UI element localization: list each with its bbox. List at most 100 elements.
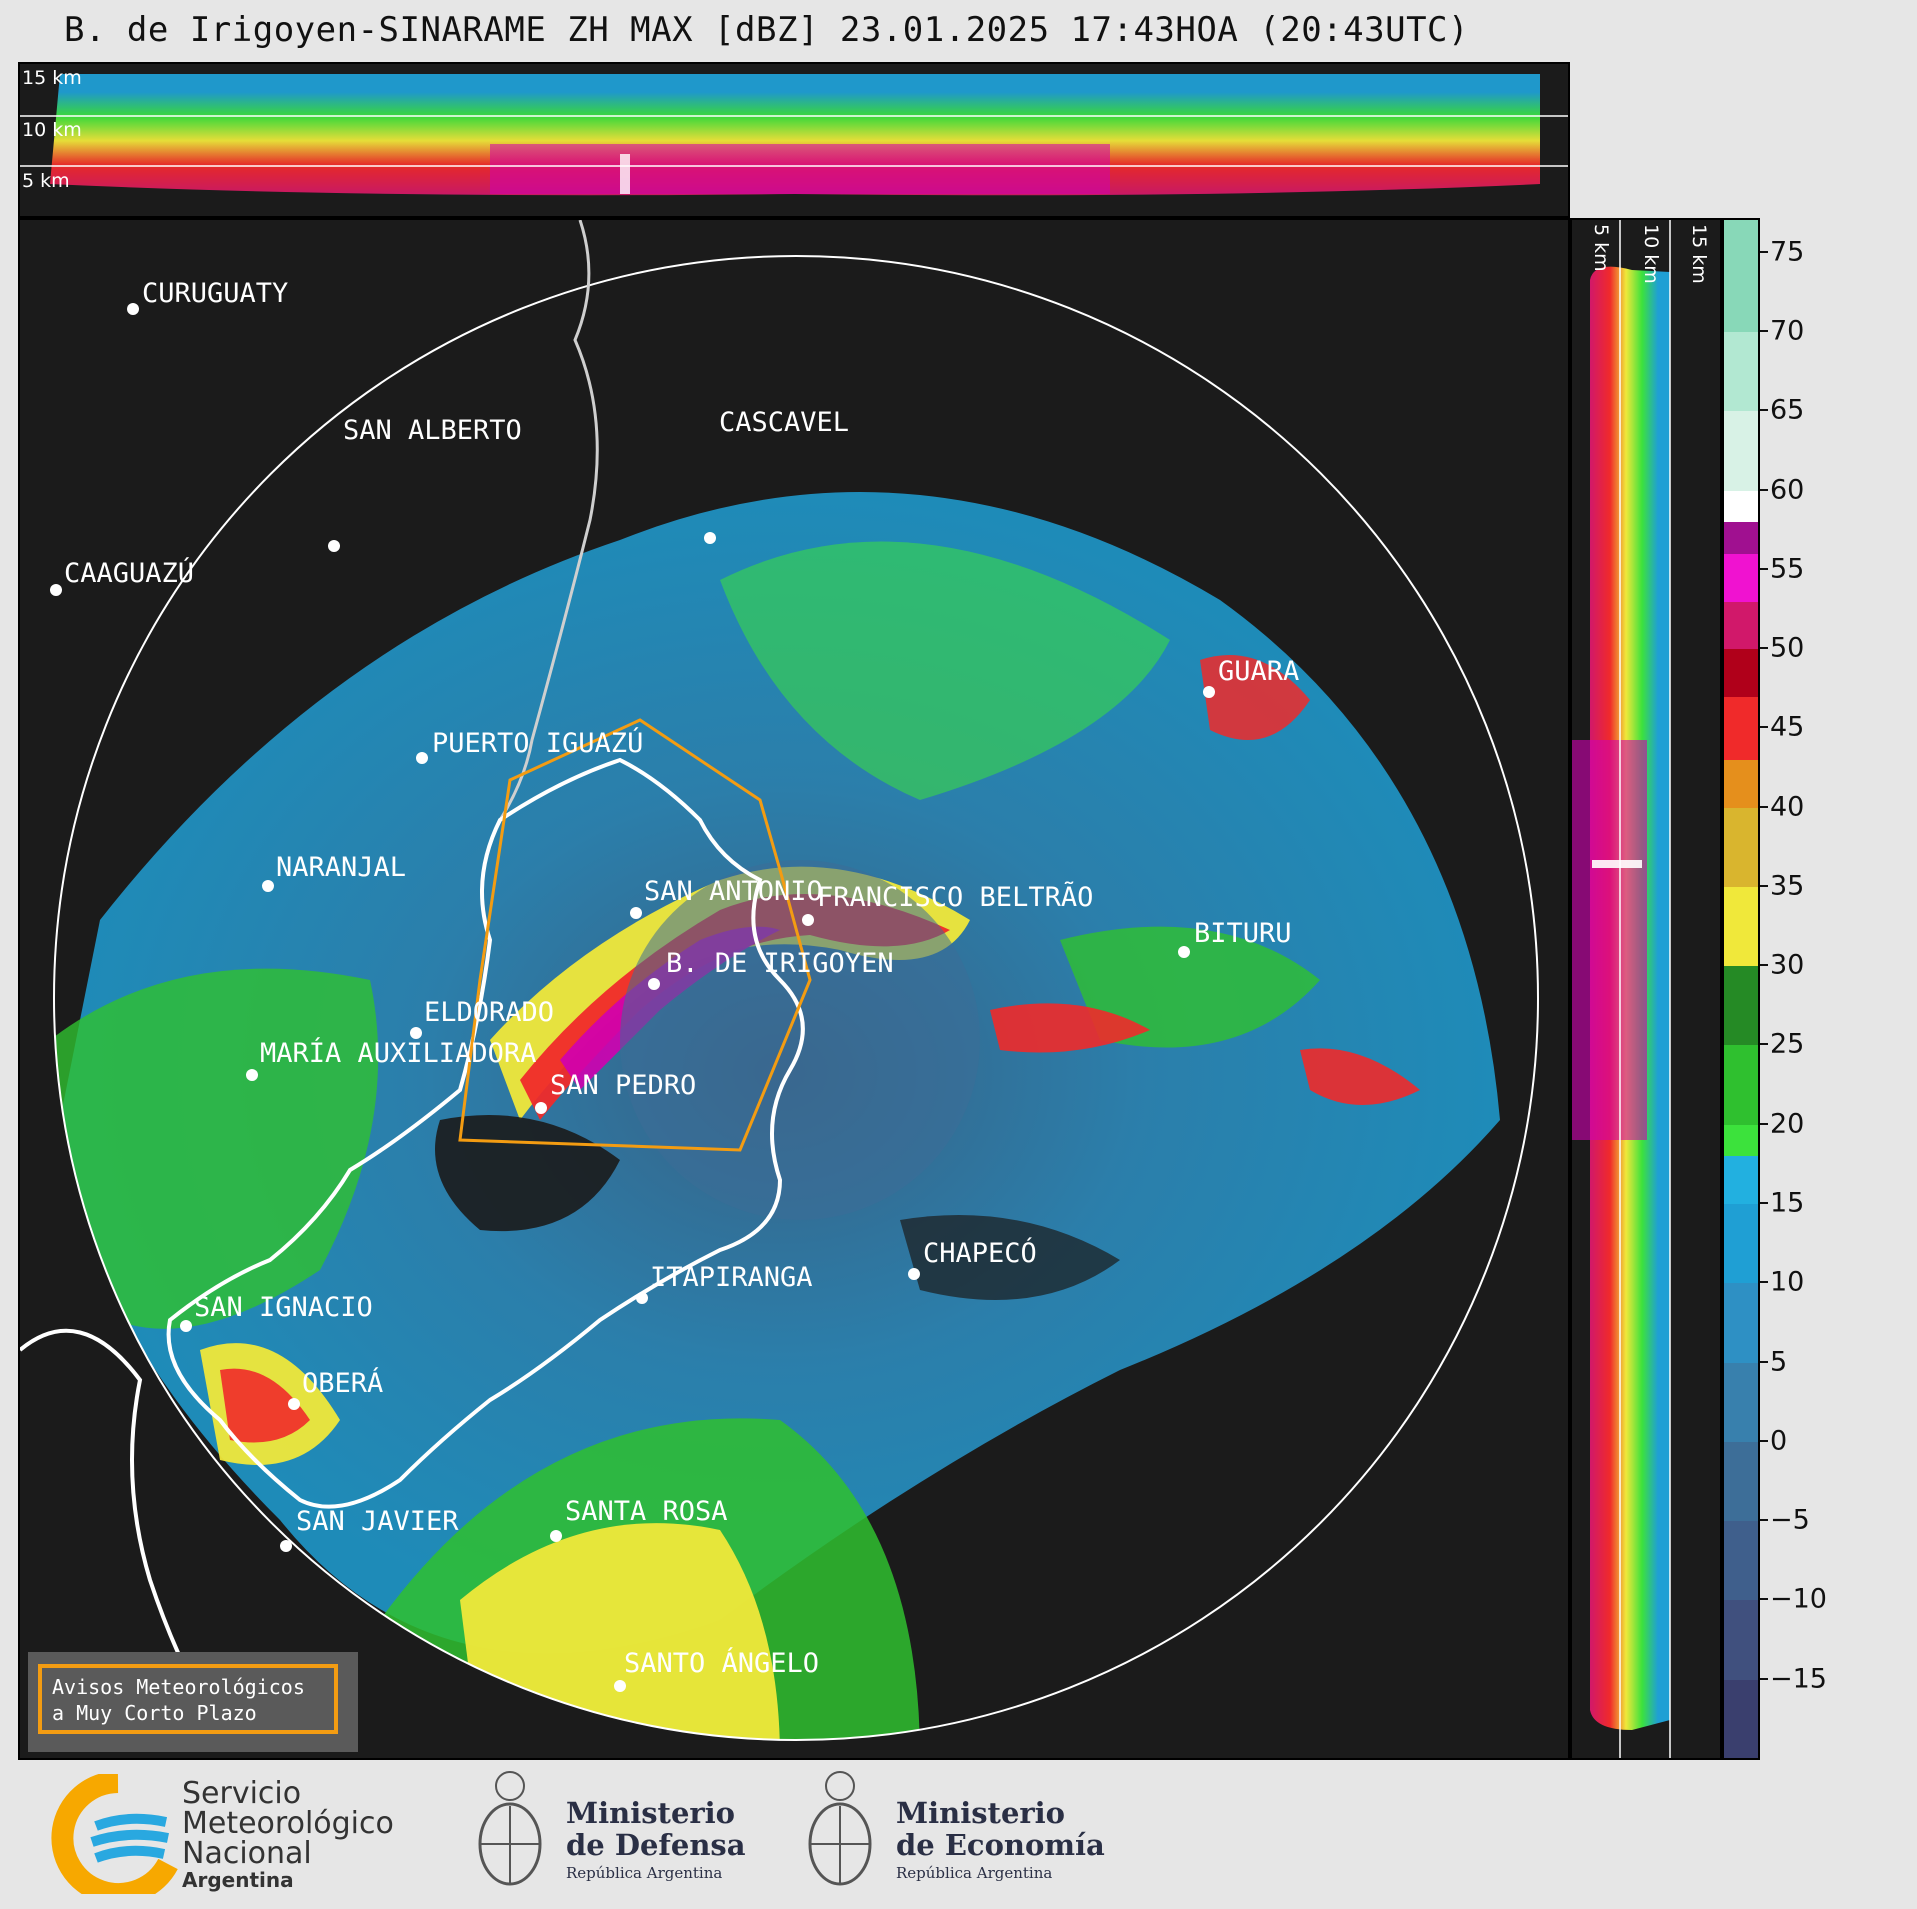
dot-naranjal [262, 880, 274, 892]
smn-line-4: Argentina [182, 1868, 294, 1892]
colorbar-band [1724, 410, 1758, 491]
colorbar-tick-label: 45 [1770, 711, 1805, 743]
colorbar-band [1724, 330, 1758, 412]
dot-san-javier [280, 1540, 292, 1552]
colorbar-band [1724, 1520, 1758, 1601]
colorbar-band [1724, 521, 1758, 554]
colorbar-band [1724, 965, 1758, 1046]
city-san-pedro: SAN PEDRO [550, 1070, 697, 1101]
defensa-line-1: Ministerio [566, 1796, 736, 1830]
city-b-de-irigoyen: B. DE IRIGOYEN [666, 948, 894, 979]
right-alt-5: 5 km [1590, 224, 1612, 272]
smn-logo-icon [51, 1774, 178, 1894]
colorbar-tick-label: 70 [1770, 315, 1805, 347]
colorbar-tick-mark [1760, 1439, 1768, 1442]
colorbar-tick-label: 30 [1770, 949, 1805, 981]
right-cross-section-graphic [1572, 220, 1671, 1758]
colorbar-tick-label: 35 [1770, 870, 1805, 902]
dot-itapiranga [636, 1292, 648, 1304]
colorbar-tick-mark [1760, 1360, 1768, 1363]
defensa-line-2: de Defensa [566, 1828, 746, 1862]
colorbar-tick-label: 75 [1770, 236, 1805, 268]
colorbar-tick-mark [1760, 1202, 1768, 1205]
dot-san-alberto [328, 540, 340, 552]
top-cross-section: 15 km 10 km 5 km [18, 62, 1570, 218]
economia-line-1: Ministerio [896, 1796, 1066, 1830]
map-title: B. de Irigoyen-SINARAME ZH MAX [dBZ] 23.… [64, 10, 1469, 50]
colorbar-tick-label: 50 [1770, 632, 1805, 664]
footer: Servicio Meteorológico Nacional Argentin… [0, 1760, 1917, 1909]
top-alt-10: 10 km [22, 119, 82, 141]
colorbar-tick-mark [1760, 1281, 1768, 1284]
colorbar-tick-mark [1760, 805, 1768, 808]
colorbar-tick-label: −15 [1770, 1663, 1827, 1695]
economia-emblem-icon [808, 1771, 872, 1886]
dot-maria-auxiliadora [246, 1069, 258, 1081]
colorbar-band [1724, 1678, 1758, 1758]
dot-obera [288, 1398, 300, 1410]
colorbar-band [1724, 600, 1758, 650]
colorbar-band [1724, 885, 1758, 967]
colorbar-tick-label: 25 [1770, 1028, 1805, 1060]
warning-legend: Avisos Meteorológicos a Muy Corto Plazo [28, 1652, 358, 1752]
warning-legend-frame: Avisos Meteorológicos a Muy Corto Plazo [38, 1664, 338, 1734]
dot-francisco-beltrao [802, 914, 814, 926]
city-san-alberto: SAN ALBERTO [343, 415, 522, 446]
colorbar-tick-label: 10 [1770, 1266, 1805, 1298]
colorbar-tick-mark [1760, 1677, 1768, 1680]
colorbar-tick-mark [1760, 1043, 1768, 1046]
dot-curuguaty [127, 303, 139, 315]
dot-eldorado [410, 1027, 422, 1039]
colorbar-tick-mark [1760, 1598, 1768, 1601]
city-bituru: BITURU [1194, 918, 1292, 949]
smn-line-2: Meteorológico [182, 1806, 394, 1841]
smn-line-3: Nacional [182, 1836, 312, 1871]
colorbar-tick-label: 15 [1770, 1187, 1805, 1219]
colorbar-tick-mark [1760, 647, 1768, 650]
right-alt-15: 15 km [1688, 224, 1710, 284]
city-caaguazu: CAAGUAZÚ [64, 558, 195, 589]
top-cross-section-graphic [20, 74, 1568, 196]
colorbar-tick-mark [1760, 1122, 1768, 1125]
dot-b-de-irigoyen [648, 978, 660, 990]
city-guara: GUARA [1218, 656, 1300, 687]
colorbar-band [1724, 1155, 1758, 1205]
colorbar-tick-mark [1760, 409, 1768, 412]
city-eldorado: ELDORADO [424, 997, 555, 1028]
colorbar-tick-label: −5 [1770, 1504, 1810, 1536]
colorbar-tick-mark [1760, 567, 1768, 570]
colorbar-band [1724, 552, 1758, 602]
colorbar-tick-mark [1760, 1519, 1768, 1522]
colorbar-tick-mark [1760, 726, 1768, 729]
colorbar-tick-mark [1760, 964, 1768, 967]
top-alt-5: 5 km [22, 170, 70, 192]
right-alt-10: 10 km [1640, 224, 1662, 284]
city-naranjal: NARANJAL [276, 852, 407, 883]
city-chapeco: CHAPECÓ [923, 1238, 1037, 1269]
colorbar-band [1724, 759, 1758, 808]
colorbar-tick-label: 60 [1770, 474, 1805, 506]
dot-cascavel [704, 532, 716, 544]
colorbar [1722, 218, 1760, 1760]
colorbar-band [1724, 489, 1758, 523]
city-itapiranga: ITAPIRANGA [650, 1262, 813, 1293]
city-puerto-iguazu: PUERTO IGUAZÚ [432, 728, 644, 759]
dot-santa-rosa [550, 1530, 562, 1542]
city-maria-auxiliadora: MARÍA AUXILIADORA [260, 1038, 537, 1069]
defensa-line-3: República Argentina [566, 1864, 723, 1882]
city-curuguaty: CURUGUATY [142, 278, 289, 309]
dot-chapeco [908, 1268, 920, 1280]
colorbar-band [1724, 1361, 1758, 1442]
city-cascavel: CASCAVEL [719, 407, 850, 438]
colorbar-tick-mark [1760, 488, 1768, 491]
colorbar-tick-label: 65 [1770, 394, 1805, 426]
city-obera: OBERÁ [302, 1368, 384, 1399]
city-san-antonio: SAN ANTONIO [644, 876, 823, 907]
colorbar-tick-mark [1760, 329, 1768, 332]
colorbar-band [1724, 1599, 1758, 1680]
colorbar-band [1724, 695, 1758, 761]
colorbar-tick-label: 40 [1770, 791, 1805, 823]
dot-puerto-iguazu [416, 752, 428, 764]
colorbar-tick-mark [1760, 250, 1768, 253]
warning-line-2: a Muy Corto Plazo [52, 1701, 257, 1725]
